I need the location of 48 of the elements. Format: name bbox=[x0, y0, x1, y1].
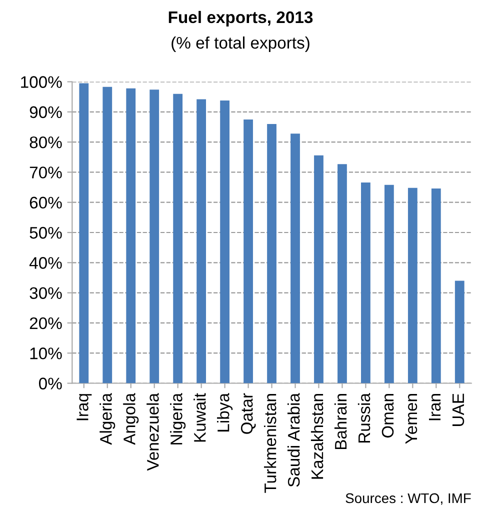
y-tick-label: 60% bbox=[30, 196, 62, 209]
x-tick-label: Kazakhstan bbox=[310, 394, 324, 479]
y-tick-label: 90% bbox=[30, 106, 62, 118]
x-tick-label: Nigeria bbox=[170, 392, 186, 444]
chart-subtitle: (% ef total exports) bbox=[172, 36, 310, 52]
bar bbox=[338, 164, 347, 384]
y-tick-label: 40% bbox=[29, 257, 62, 269]
bar bbox=[220, 100, 230, 384]
bar bbox=[79, 83, 89, 384]
bar bbox=[314, 155, 324, 384]
bar bbox=[244, 119, 253, 384]
bar bbox=[431, 188, 441, 384]
bar bbox=[454, 280, 464, 384]
bar bbox=[126, 88, 136, 384]
x-tick-label: Iran bbox=[429, 394, 441, 420]
bar bbox=[102, 86, 112, 384]
x-tick-label: Kuwait bbox=[194, 393, 206, 442]
x-tick-label: Iraq bbox=[76, 394, 92, 420]
bar bbox=[361, 182, 370, 384]
bar bbox=[384, 184, 394, 384]
y-tick-label: 50% bbox=[30, 226, 62, 239]
x-tick-label: Libya bbox=[217, 392, 233, 432]
x-tick-label: Qatar bbox=[240, 393, 256, 434]
y-tick-label: 100% bbox=[21, 76, 62, 88]
bar bbox=[267, 124, 276, 384]
x-tick-label: Angola bbox=[123, 392, 139, 445]
y-tick-label: 70% bbox=[30, 166, 62, 178]
y-tick-label: 30% bbox=[30, 287, 62, 300]
bar bbox=[290, 134, 300, 384]
y-tick-label: 10% bbox=[30, 348, 62, 360]
x-tick-label: Algeria bbox=[100, 392, 116, 445]
x-tick-label: Bahrain bbox=[334, 394, 347, 450]
source-note: Sources : WTO, IMF bbox=[346, 493, 471, 505]
x-tick-label: Turkmenistan bbox=[264, 394, 276, 493]
bar bbox=[408, 188, 418, 384]
bar bbox=[173, 94, 183, 384]
x-tick-label: Yemen bbox=[406, 394, 418, 444]
x-tick-label: Venezuela bbox=[146, 392, 159, 471]
y-tick-label: 20% bbox=[30, 317, 62, 330]
x-tick-label: Saudi Arabia bbox=[287, 392, 300, 487]
chart-title: Fuel exports, 2013 bbox=[168, 10, 313, 26]
x-tick-label: Oman bbox=[382, 394, 394, 438]
bar bbox=[150, 90, 160, 384]
bar bbox=[196, 99, 206, 384]
x-tick-label: Russia bbox=[358, 392, 370, 443]
y-tick-label: 80% bbox=[30, 136, 62, 148]
x-tick-label: UAE bbox=[452, 394, 464, 426]
y-tick-label: 0% bbox=[38, 378, 62, 390]
